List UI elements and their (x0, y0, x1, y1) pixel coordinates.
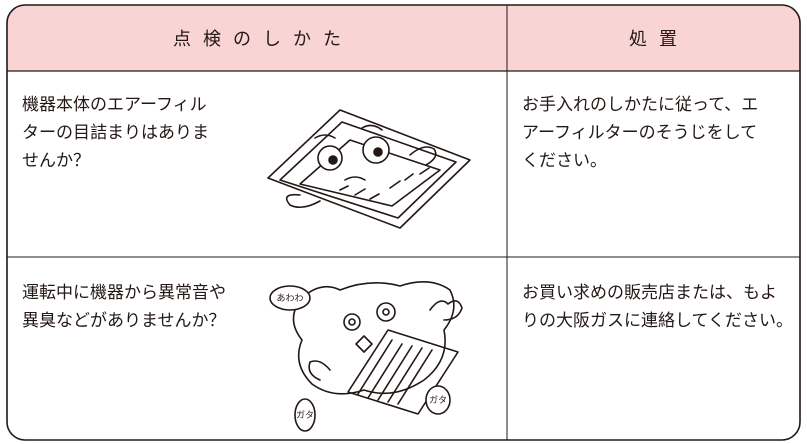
illustration-filter (267, 109, 471, 229)
header-cell: 処置 (629, 29, 689, 50)
cell-line: ください。 (522, 151, 607, 171)
sound-effect: あわわ (276, 293, 303, 304)
cell-line: アーフィルターのそうじをして (522, 123, 757, 143)
sound-effect: ガタ (296, 410, 314, 421)
cell-line: せんか？ (22, 151, 90, 171)
cell-line: お手入れのしかたに従って、エ (522, 95, 758, 115)
cell-line: ターの目詰まりはありま (22, 123, 209, 143)
header-cell: 点検のしかた (173, 29, 353, 50)
cell-line: お買い求めの販売店または、もよ (522, 283, 777, 303)
sound-effect: ガタ (429, 395, 447, 406)
illustration-noise (269, 281, 463, 432)
header-background (7, 5, 800, 71)
cell-line: 異臭などがありませんか？ (22, 311, 226, 331)
cell-line: 運転中に機器から異常音や (22, 283, 226, 303)
cell-line: 機器本体のエアーフィル (22, 95, 207, 115)
table-border (6, 4, 801, 441)
cell-line: りの大阪ガスに連絡してください。 (522, 311, 793, 331)
